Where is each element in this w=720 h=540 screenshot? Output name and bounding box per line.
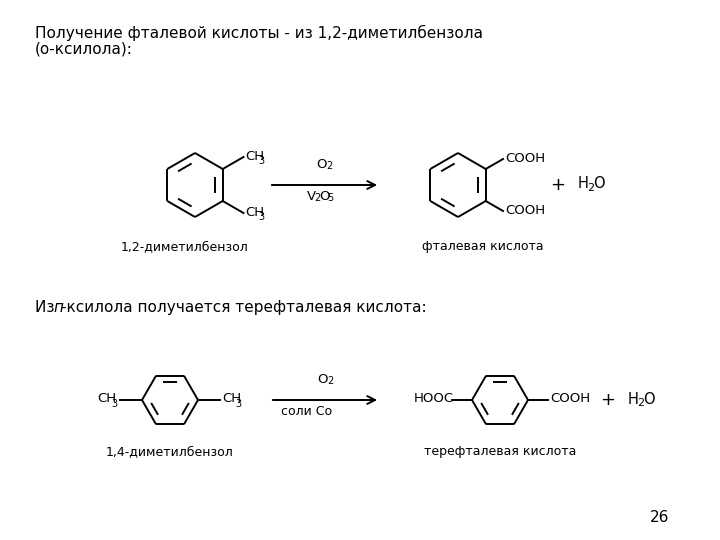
Text: O: O — [316, 158, 327, 171]
Text: соли Co: соли Co — [282, 405, 333, 418]
Text: 2: 2 — [587, 183, 594, 193]
Text: 3: 3 — [258, 212, 265, 222]
Text: Из: Из — [35, 300, 59, 315]
Text: 2: 2 — [315, 193, 320, 203]
Text: COOH: COOH — [505, 152, 545, 165]
Text: п: п — [53, 300, 63, 315]
Text: 3: 3 — [235, 399, 241, 409]
Text: CH: CH — [246, 206, 265, 219]
Text: COOH: COOH — [550, 393, 590, 406]
Text: 2: 2 — [637, 398, 644, 408]
Text: 1,4-диметилбензол: 1,4-диметилбензол — [106, 445, 234, 458]
Text: H: H — [628, 392, 639, 407]
Text: 3: 3 — [258, 156, 265, 166]
Text: CH: CH — [246, 150, 265, 163]
Text: -ксилола получается терефталевая кислота:: -ксилола получается терефталевая кислота… — [61, 300, 427, 315]
Text: 2: 2 — [327, 376, 333, 386]
Text: O: O — [320, 190, 330, 203]
Text: COOH: COOH — [505, 204, 545, 217]
Text: +: + — [600, 391, 616, 409]
Text: CH: CH — [222, 393, 241, 406]
Text: Получение фталевой кислоты - из 1,2-диметилбензола: Получение фталевой кислоты - из 1,2-диме… — [35, 25, 483, 41]
Text: V: V — [307, 190, 315, 203]
Text: O: O — [317, 373, 328, 386]
Text: O: O — [593, 177, 605, 192]
Text: фталевая кислота: фталевая кислота — [422, 240, 544, 253]
Text: 26: 26 — [650, 510, 670, 525]
Text: 2: 2 — [326, 161, 333, 171]
Text: CH: CH — [98, 393, 117, 406]
Text: +: + — [551, 176, 565, 194]
Text: 5: 5 — [328, 193, 334, 203]
Text: HOOC: HOOC — [414, 393, 454, 406]
Text: терефталевая кислота: терефталевая кислота — [424, 445, 576, 458]
Text: O: O — [643, 392, 654, 407]
Text: 1,2-диметилбензол: 1,2-диметилбензол — [121, 240, 249, 253]
Text: H: H — [578, 177, 589, 192]
Text: (о-ксилола):: (о-ксилола): — [35, 42, 133, 57]
Text: 3: 3 — [111, 399, 117, 409]
